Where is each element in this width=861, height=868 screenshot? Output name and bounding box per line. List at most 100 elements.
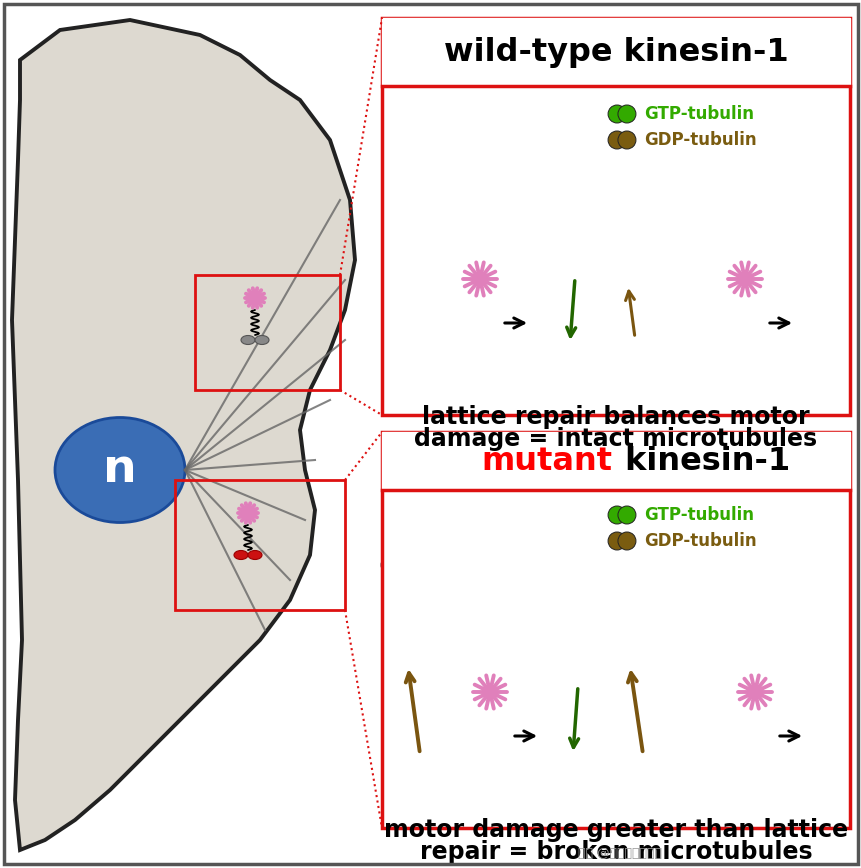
Bar <box>736 355 747 413</box>
Circle shape <box>765 152 784 170</box>
Bar <box>529 768 539 826</box>
Bar <box>385 411 846 415</box>
Circle shape <box>400 326 418 344</box>
Bar <box>762 355 773 413</box>
Circle shape <box>775 152 793 170</box>
Circle shape <box>600 546 618 564</box>
Bar <box>554 768 566 826</box>
Bar <box>684 768 695 826</box>
Circle shape <box>561 566 579 584</box>
Bar <box>619 768 630 826</box>
Text: motor damage greater than lattice: motor damage greater than lattice <box>383 818 847 842</box>
Circle shape <box>441 322 459 340</box>
Text: repair = broken microtubules: repair = broken microtubules <box>419 840 811 864</box>
Text: lattice repair balances motor: lattice repair balances motor <box>422 405 808 429</box>
Circle shape <box>381 556 399 574</box>
Circle shape <box>805 172 823 190</box>
Bar <box>385 824 846 828</box>
Bar <box>606 355 617 413</box>
Circle shape <box>384 581 401 599</box>
Bar <box>749 768 760 826</box>
Circle shape <box>420 589 438 607</box>
Ellipse shape <box>233 550 248 560</box>
Bar <box>801 768 812 826</box>
Ellipse shape <box>480 346 500 359</box>
Bar <box>554 355 566 413</box>
Bar <box>567 355 579 413</box>
Bar <box>542 768 553 826</box>
Bar <box>386 768 397 826</box>
Bar <box>723 355 734 413</box>
Bar <box>580 768 592 826</box>
Bar <box>672 355 682 413</box>
Circle shape <box>600 326 618 344</box>
Ellipse shape <box>723 346 743 359</box>
Circle shape <box>391 556 408 574</box>
Bar <box>424 768 436 826</box>
Circle shape <box>775 546 793 564</box>
Bar <box>775 355 786 413</box>
Text: GTP-tubulin: GTP-tubulin <box>643 105 753 123</box>
Circle shape <box>591 546 609 564</box>
Bar <box>463 768 474 826</box>
Ellipse shape <box>458 346 479 359</box>
Ellipse shape <box>468 760 488 773</box>
Bar <box>516 355 526 413</box>
Circle shape <box>473 272 486 286</box>
Circle shape <box>561 329 579 347</box>
Bar <box>437 768 449 826</box>
Bar <box>827 768 838 826</box>
Circle shape <box>430 589 449 607</box>
Circle shape <box>516 561 534 579</box>
Circle shape <box>805 561 823 579</box>
Circle shape <box>580 187 598 205</box>
Circle shape <box>555 739 573 757</box>
Circle shape <box>607 131 625 149</box>
Text: damage = intact microtubules: damage = intact microtubules <box>414 427 816 451</box>
Circle shape <box>566 739 583 757</box>
Circle shape <box>436 739 454 757</box>
Bar <box>619 355 630 413</box>
Ellipse shape <box>745 346 765 359</box>
Bar <box>567 768 579 826</box>
Bar <box>723 768 734 826</box>
Circle shape <box>620 269 638 287</box>
Bar <box>697 355 709 413</box>
Bar <box>710 768 722 826</box>
Circle shape <box>445 739 463 757</box>
Bar <box>659 355 669 413</box>
Circle shape <box>815 172 833 190</box>
Bar <box>736 768 747 826</box>
Circle shape <box>420 611 438 629</box>
Circle shape <box>815 561 833 579</box>
Ellipse shape <box>734 760 753 773</box>
Circle shape <box>430 611 449 629</box>
Bar <box>463 355 474 413</box>
Circle shape <box>450 322 468 340</box>
Circle shape <box>393 581 412 599</box>
Bar <box>840 768 845 826</box>
Circle shape <box>607 105 625 123</box>
Ellipse shape <box>55 418 185 523</box>
Circle shape <box>463 142 481 160</box>
Bar <box>672 768 682 826</box>
Bar <box>593 768 604 826</box>
Circle shape <box>406 157 424 175</box>
Bar <box>593 355 604 413</box>
Bar <box>399 768 410 826</box>
Ellipse shape <box>241 336 255 345</box>
Circle shape <box>617 506 635 524</box>
Circle shape <box>525 167 543 185</box>
Circle shape <box>482 685 497 699</box>
Bar <box>385 353 846 415</box>
Bar <box>775 768 786 826</box>
Bar <box>195 275 339 390</box>
Bar <box>749 355 760 413</box>
Bar <box>659 768 669 826</box>
Text: GDP-tubulin: GDP-tubulin <box>643 131 756 149</box>
Circle shape <box>765 546 784 564</box>
Circle shape <box>395 157 413 175</box>
Circle shape <box>737 272 752 286</box>
Circle shape <box>635 561 653 579</box>
Bar <box>632 355 643 413</box>
